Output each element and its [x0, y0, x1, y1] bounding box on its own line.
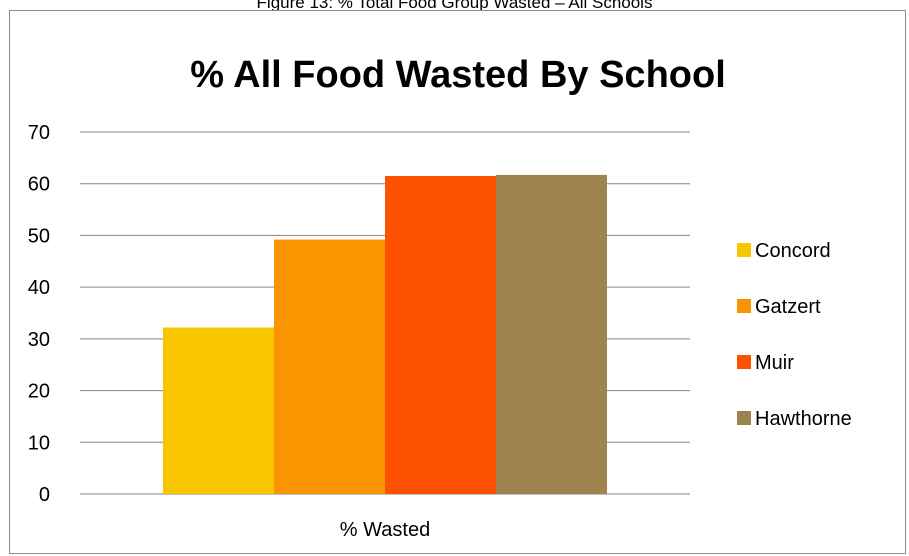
legend-label: Hawthorne: [755, 408, 852, 430]
bar-muir: [385, 175, 496, 494]
x-axis-tick-labels: % Wasted: [340, 519, 430, 541]
bars: [163, 174, 607, 494]
x-tick-label: % Wasted: [340, 519, 430, 541]
y-tick-label: 30: [28, 329, 50, 351]
y-tick-label: 50: [28, 225, 50, 247]
legend-label: Gatzert: [755, 296, 821, 318]
legend-label: Concord: [755, 240, 831, 262]
legend-swatch: [737, 299, 751, 313]
bar-gatzert: [274, 239, 385, 494]
y-axis-tick-labels: 0 10 20 30 40 50 60 70: [28, 122, 50, 506]
bar-hawthorne: [496, 174, 607, 494]
bar-concord: [163, 327, 274, 494]
legend-item: Hawthorne: [737, 408, 852, 430]
y-tick-label: 60: [28, 174, 50, 196]
legend-swatch: [737, 355, 751, 369]
chart-title: % All Food Wasted By School: [190, 54, 726, 96]
legend: Concord Gatzert Muir Hawthorne: [737, 240, 852, 430]
y-tick-label: 0: [39, 484, 50, 506]
y-tick-label: 40: [28, 277, 50, 299]
chart-frame: % All Food Wasted By School 0 10 20 30 40 50 6…: [9, 10, 906, 554]
figure-caption: Figure 13: % Total Food Group Wasted – A…: [256, 0, 653, 12]
y-tick-label: 20: [28, 381, 50, 403]
bar-chart: % All Food Wasted By School 0 10 20 30 40 50 6…: [28, 54, 852, 541]
legend-swatch: [737, 411, 751, 425]
legend-item: Gatzert: [737, 296, 821, 318]
legend-swatch: [737, 243, 751, 257]
legend-item: Concord: [737, 240, 831, 262]
y-tick-label: 10: [28, 432, 50, 454]
y-tick-label: 70: [28, 122, 50, 144]
legend-item: Muir: [737, 352, 794, 374]
legend-label: Muir: [755, 352, 794, 374]
